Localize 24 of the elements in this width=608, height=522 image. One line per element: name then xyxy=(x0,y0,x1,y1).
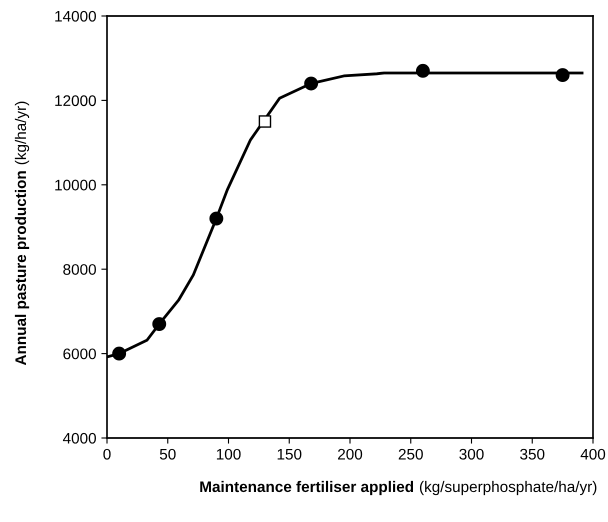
point xyxy=(416,64,430,78)
point xyxy=(209,212,224,226)
x-tick-label: 50 xyxy=(160,448,176,460)
point xyxy=(112,346,126,361)
x-tick-label: 0 xyxy=(103,448,111,460)
x-tick-label: 100 xyxy=(216,448,241,460)
y-tick-label: 12000 xyxy=(55,95,96,106)
x-axis-title: Maintenance fertiliser applied (kg/superphosphate/ha/yr) xyxy=(200,480,596,496)
y-tick-label: 6000 xyxy=(63,348,96,360)
x-tick-label: 400 xyxy=(580,448,606,460)
x-tick-label: 300 xyxy=(459,448,484,460)
y-tick-label: 14000 xyxy=(55,10,96,22)
x-tick-label: 150 xyxy=(278,448,302,460)
x-tick-label: 350 xyxy=(520,448,544,460)
y-tick-label: 8000 xyxy=(63,264,96,275)
x-tick-label: 250 xyxy=(398,448,423,460)
point xyxy=(152,317,166,332)
point xyxy=(258,115,272,128)
y-tick-label: 4000 xyxy=(62,432,96,444)
point xyxy=(304,76,318,90)
point xyxy=(556,68,570,82)
x-tick-label: 200 xyxy=(338,448,362,460)
y-tick-label: 10000 xyxy=(55,180,96,190)
y-axis-title: Annual pasture production (kg/ha/yr) xyxy=(14,102,30,366)
